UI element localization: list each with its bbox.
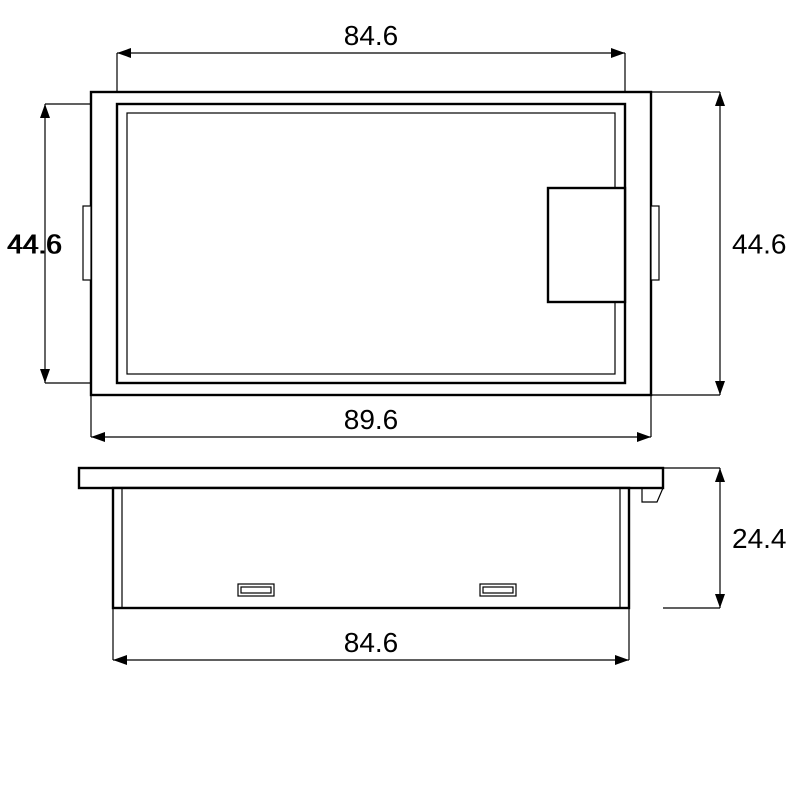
svg-text:24.4: 24.4 (732, 523, 787, 554)
svg-text:44.6: 44.6 (732, 228, 787, 259)
svg-text:84.6: 84.6 (344, 20, 399, 51)
svg-text:84.6: 84.6 (344, 627, 399, 658)
svg-text:44.6: 44.6 (7, 228, 62, 259)
svg-text:89.6: 89.6 (344, 404, 399, 435)
